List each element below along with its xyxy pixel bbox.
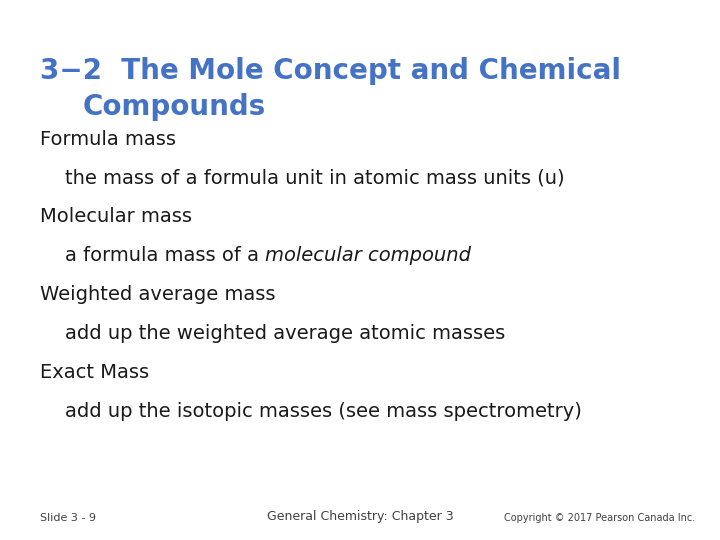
Text: Exact Mass: Exact Mass	[40, 363, 149, 382]
Text: Slide 3 - 9: Slide 3 - 9	[40, 512, 96, 523]
Text: Compounds: Compounds	[83, 93, 266, 121]
Text: add up the weighted average atomic masses: add up the weighted average atomic masse…	[40, 324, 505, 343]
Text: Molecular mass: Molecular mass	[40, 207, 192, 226]
Text: molecular compound: molecular compound	[265, 246, 471, 265]
Text: add up the isotopic masses (see mass spectrometry): add up the isotopic masses (see mass spe…	[40, 402, 582, 421]
Text: Weighted average mass: Weighted average mass	[40, 285, 275, 304]
Text: the mass of a formula unit in atomic mass units (u): the mass of a formula unit in atomic mas…	[40, 168, 564, 187]
Text: Formula mass: Formula mass	[40, 130, 176, 148]
Text: Copyright © 2017 Pearson Canada Inc.: Copyright © 2017 Pearson Canada Inc.	[503, 512, 695, 523]
Text: a formula mass of a: a formula mass of a	[40, 246, 265, 265]
Text: General Chemistry: Chapter 3: General Chemistry: Chapter 3	[266, 510, 454, 523]
Text: 3−2  The Mole Concept and Chemical: 3−2 The Mole Concept and Chemical	[40, 57, 621, 85]
